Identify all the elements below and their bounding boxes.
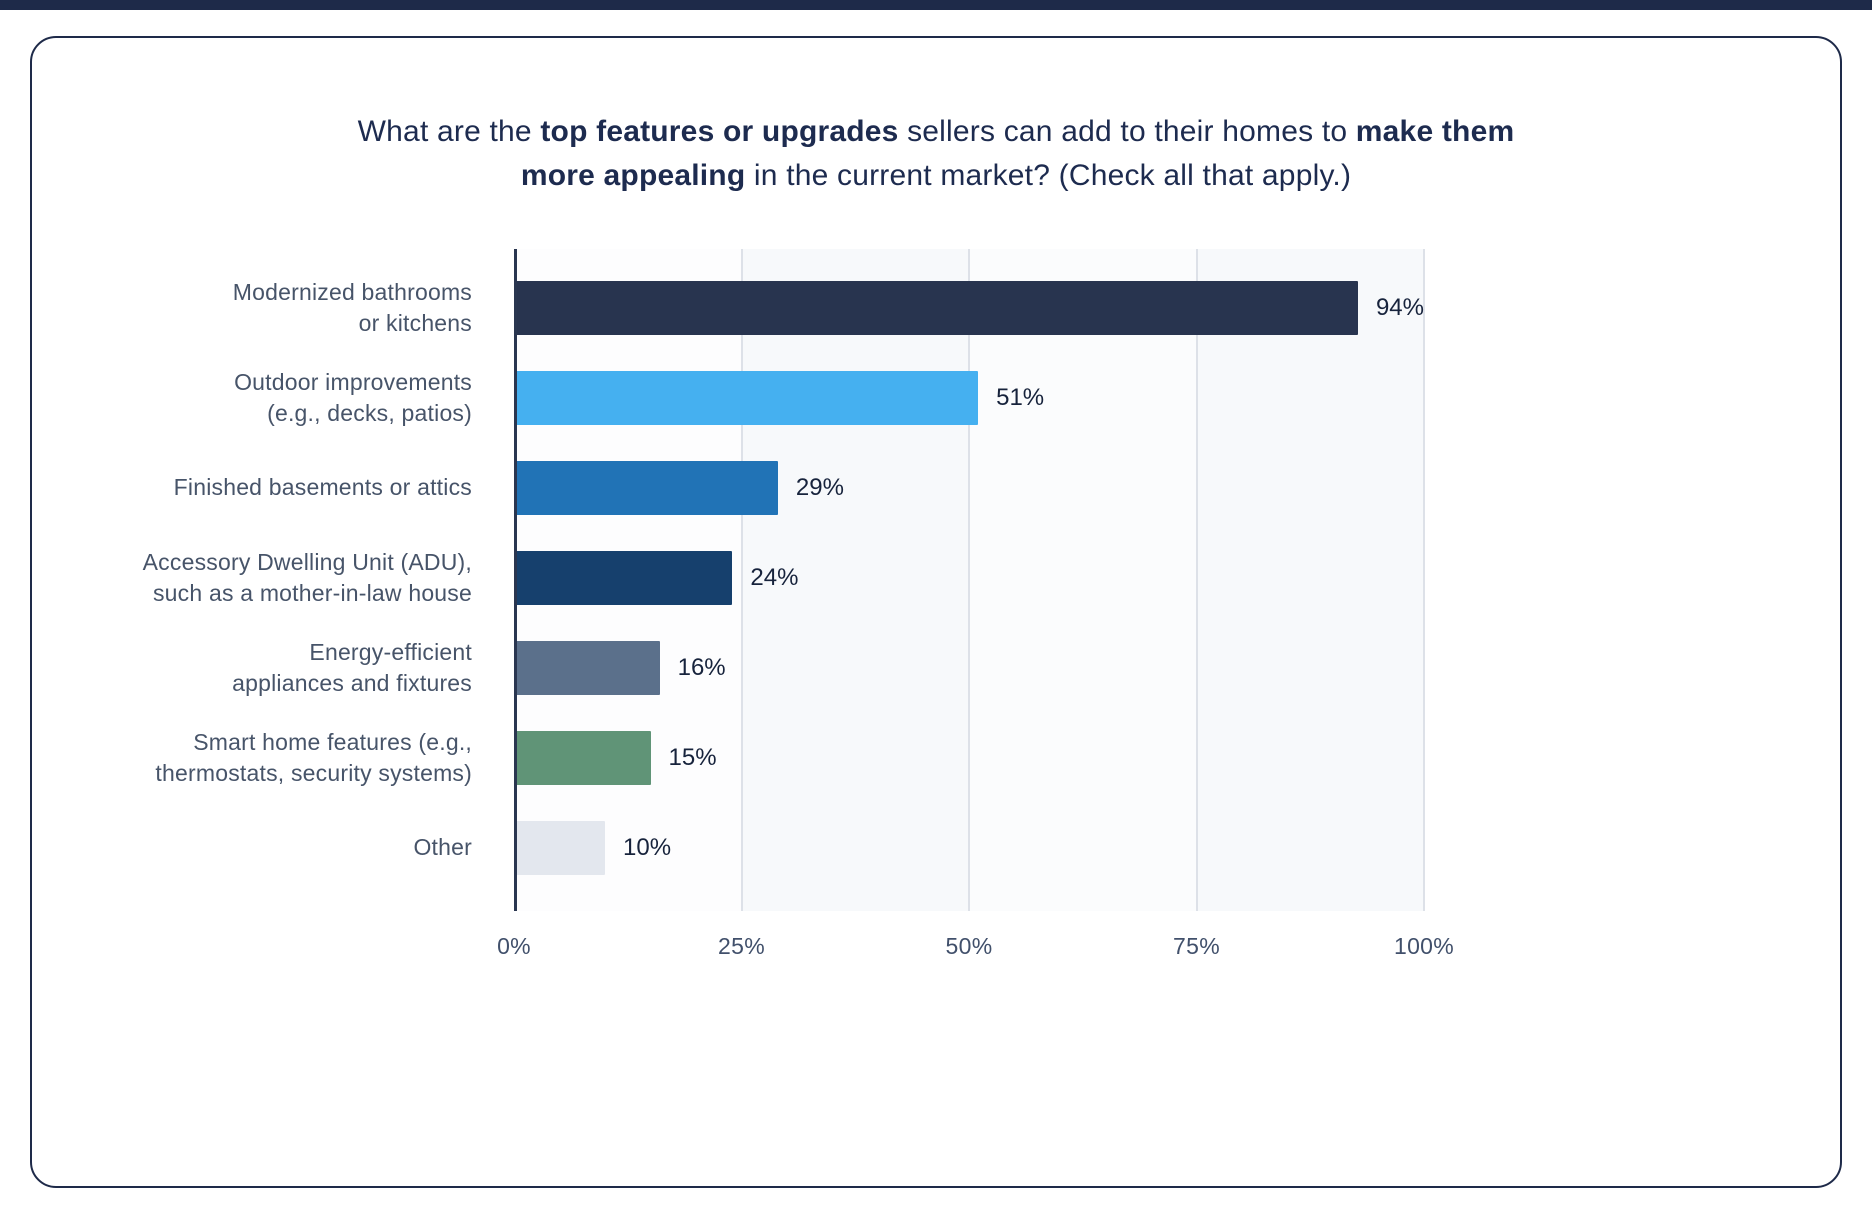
bar-area: 24%	[514, 551, 1424, 605]
chart-row: Other 10%	[94, 803, 1800, 893]
x-tick-label: 25%	[718, 933, 765, 959]
category-label: Modernized bathrooms or kitchens	[232, 278, 472, 336]
bar-chart: Modernized bathrooms or kitchens 94% Outdo…	[72, 249, 1800, 989]
title-bold-segment: make them more appealing	[520, 115, 1515, 192]
top-border-strip	[0, 0, 1872, 10]
bar-area: 15%	[514, 731, 1424, 785]
bar-area: 51%	[514, 371, 1424, 425]
value-label: 94%	[1375, 294, 1424, 321]
chart-card: What are the top features or upgrades se…	[30, 36, 1842, 1188]
title-segment: What are the	[357, 115, 541, 148]
bar	[514, 371, 979, 425]
gridline	[1423, 249, 1425, 911]
category-label: Other	[413, 834, 472, 861]
x-tick-label: 100%	[1393, 933, 1455, 959]
title-segment: sellers can add to their homes to	[898, 115, 1356, 148]
chart-row: Smart home features (e.g., thermostats, …	[94, 713, 1800, 803]
bar-area: 94%	[514, 281, 1424, 335]
chart-row: Finished basements or attics 29%	[94, 443, 1800, 533]
gridline	[968, 249, 970, 911]
x-axis: 0% 25% 50% 75% 100%	[94, 925, 1800, 989]
title-segment: in the current market? (Check all that a…	[745, 158, 1352, 192]
bar	[514, 461, 778, 515]
value-label: 51%	[996, 384, 1045, 411]
category-label: Energy-efficient appliances and fixtures	[232, 638, 472, 696]
bar	[514, 551, 733, 605]
value-label: 15%	[668, 744, 717, 771]
title-bold-segment: top features or upgrades	[540, 115, 899, 148]
chart-title: What are the top features or upgrades se…	[346, 110, 1526, 197]
x-tick-label: 0%	[497, 933, 531, 959]
category-label: Finished basements or attics	[173, 474, 472, 501]
bar	[514, 731, 651, 785]
category-label: Accessory Dwelling Unit (ADU), such as a…	[142, 548, 472, 606]
bar	[514, 641, 660, 695]
bar-area: 10%	[514, 821, 1424, 875]
gridline	[1195, 249, 1198, 911]
y-axis-line	[514, 249, 517, 911]
gridline	[740, 249, 743, 911]
plot-area: Modernized bathrooms or kitchens 94% Outdo…	[94, 249, 1800, 911]
bar	[514, 281, 1358, 335]
value-label: 10%	[623, 834, 672, 861]
bar-area: 16%	[514, 641, 1424, 695]
bar-rows: Modernized bathrooms or kitchens 94% Outdo…	[94, 263, 1800, 893]
bar-area: 29%	[514, 461, 1424, 515]
x-tick-label: 75%	[1173, 933, 1220, 959]
chart-row: Outdoor improvements (e.g., decks, patio…	[94, 353, 1800, 443]
chart-row: Accessory Dwelling Unit (ADU), such as a…	[94, 533, 1800, 623]
value-label: 16%	[677, 654, 726, 681]
category-label: Smart home features (e.g., thermostats, …	[155, 728, 472, 786]
chart-row: Modernized bathrooms or kitchens 94%	[94, 263, 1800, 353]
chart-row: Energy-efficient appliances and fixtures…	[94, 623, 1800, 713]
bar	[514, 821, 605, 875]
value-label: 29%	[795, 474, 844, 501]
value-label: 24%	[750, 564, 799, 591]
x-tick-label: 50%	[945, 933, 993, 959]
category-label: Outdoor improvements (e.g., decks, patio…	[234, 368, 472, 426]
